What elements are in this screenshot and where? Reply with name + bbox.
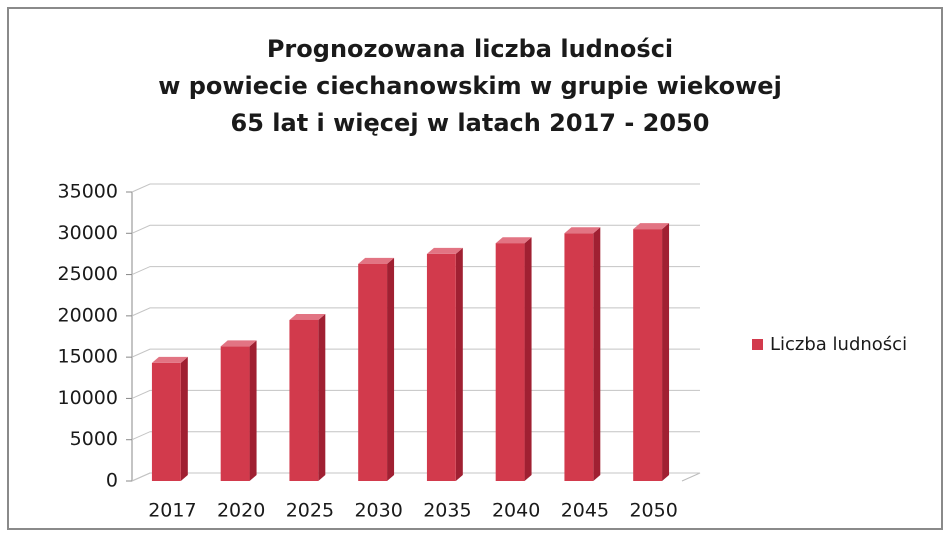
- y-tick-label: 30000: [58, 222, 118, 244]
- chart-title: w powiecie ciechanowskim w grupie wiekow…: [158, 72, 782, 100]
- x-tick-label: 2025: [286, 500, 334, 522]
- bar-side: [318, 313, 326, 481]
- bar: [220, 346, 250, 481]
- x-tick-label: 2040: [492, 500, 540, 522]
- grid-line: [131, 224, 700, 234]
- bar: [564, 233, 594, 481]
- bar-side: [249, 340, 257, 481]
- x-tick-label: 2030: [354, 500, 402, 522]
- bar-top: [151, 356, 188, 363]
- legend-label: Liczba ludności: [770, 334, 907, 355]
- bar-top: [426, 247, 463, 254]
- bar-top: [564, 227, 601, 234]
- x-tick-label: 2045: [561, 500, 609, 522]
- bar-side: [387, 257, 395, 481]
- bar-side: [180, 356, 188, 481]
- bar-side: [662, 223, 670, 481]
- bar-side: [593, 227, 601, 481]
- x-tick-label: 2020: [217, 500, 265, 522]
- grid-line: [131, 183, 700, 193]
- bar: [633, 229, 663, 481]
- x-tick-label: 2050: [629, 500, 677, 522]
- y-tick-label: 10000: [58, 387, 118, 409]
- bar: [426, 253, 456, 481]
- bar-side: [524, 237, 532, 481]
- bar-top: [289, 313, 326, 320]
- y-tick-label: 0: [106, 470, 118, 492]
- y-tick-label: 5000: [70, 428, 118, 450]
- bar-top: [220, 340, 257, 347]
- chart-title: Prognozowana liczba ludności: [267, 35, 673, 63]
- bar: [495, 243, 525, 481]
- bar-top: [358, 257, 395, 264]
- legend-swatch: [752, 339, 763, 350]
- y-tick-label: 35000: [58, 181, 118, 203]
- bar: [289, 319, 319, 481]
- bar-side: [455, 247, 463, 481]
- x-tick-label: 2035: [423, 500, 471, 522]
- bar-top: [495, 237, 532, 244]
- bar: [358, 263, 388, 481]
- y-tick-label: 15000: [58, 346, 118, 368]
- x-tick-label: 2017: [148, 500, 196, 522]
- chart-title: 65 lat i więcej w latach 2017 - 2050: [231, 109, 710, 137]
- bar: [151, 362, 181, 481]
- y-tick-label: 20000: [58, 304, 118, 326]
- bar-top: [633, 223, 670, 230]
- y-tick-label: 25000: [58, 263, 118, 285]
